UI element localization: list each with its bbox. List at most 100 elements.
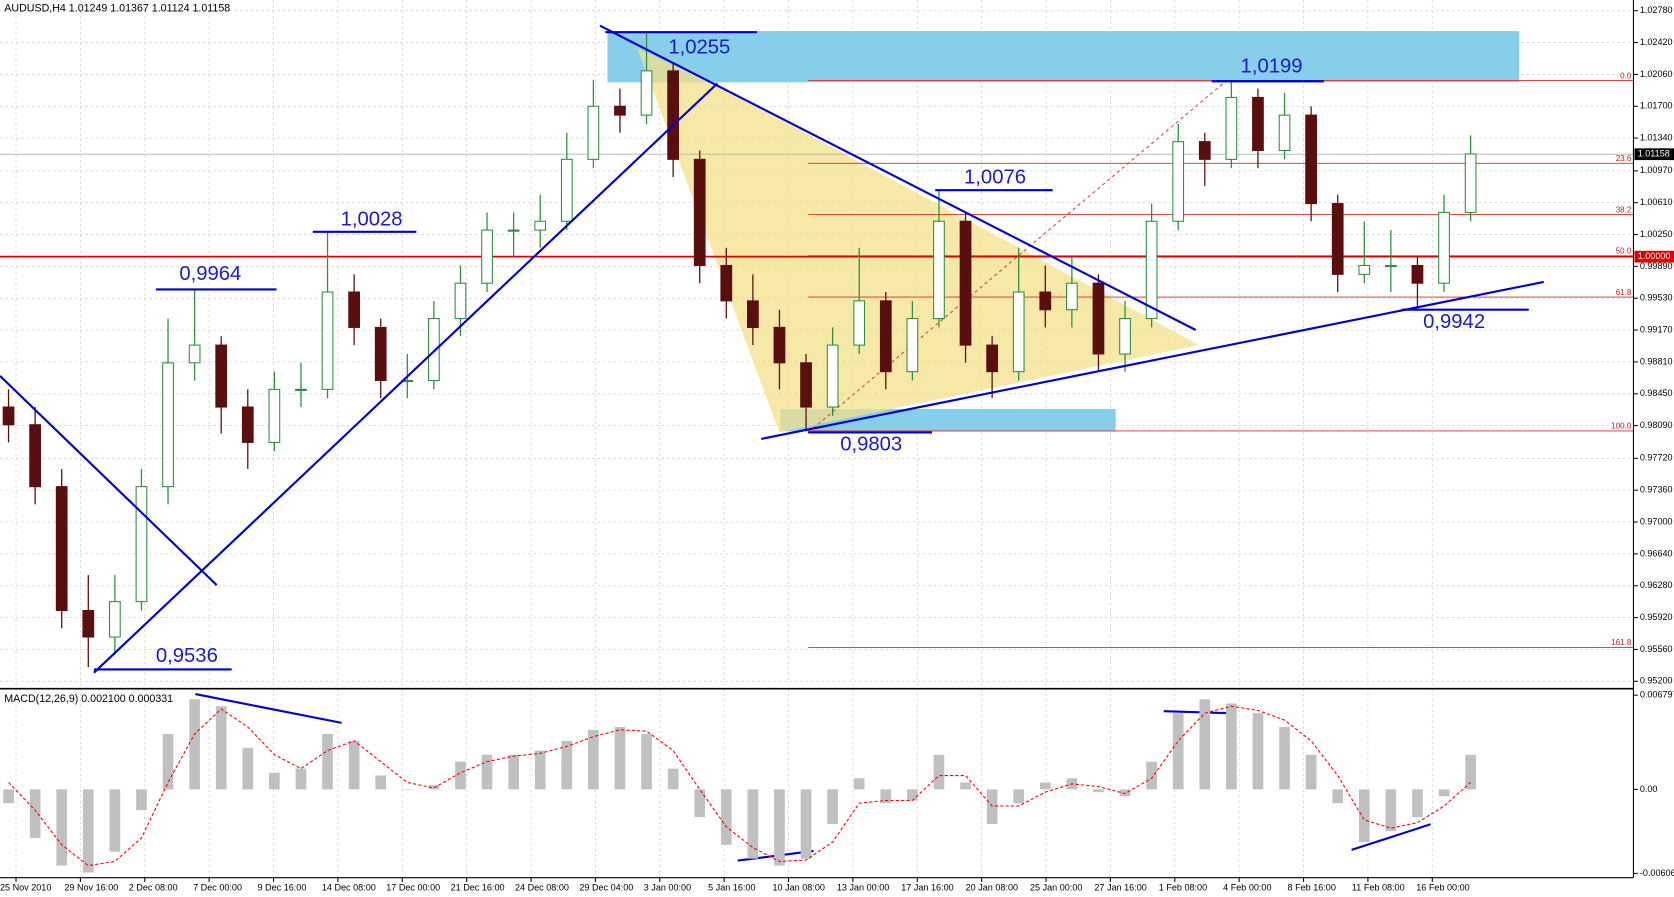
y-tick-label: 0.97360 bbox=[1640, 485, 1673, 495]
candle-body bbox=[162, 362, 174, 488]
x-tick-label: 27 Jan 16:00 bbox=[1094, 883, 1146, 893]
x-tick-label: 4 Feb 00:00 bbox=[1223, 883, 1271, 893]
candle-body bbox=[773, 326, 786, 364]
x-tick-label: 8 Feb 16:00 bbox=[1288, 883, 1336, 893]
candle-body bbox=[720, 264, 733, 302]
candle-body bbox=[1012, 291, 1025, 373]
candle-body bbox=[507, 229, 520, 232]
candle-body bbox=[55, 486, 68, 612]
candle-body bbox=[959, 220, 972, 346]
y-tick-label: 1.02060 bbox=[1640, 69, 1673, 79]
candle-body bbox=[1066, 282, 1078, 311]
macd-bar bbox=[1199, 699, 1211, 790]
candle-body bbox=[879, 300, 892, 373]
candle-body bbox=[933, 220, 945, 320]
macd-bar bbox=[1226, 703, 1237, 790]
y-tick-label: 1.00610 bbox=[1640, 197, 1673, 207]
annotation-label: 1,0028 bbox=[341, 208, 403, 230]
fibonacci: 0.0 23.6 38.2 50.0 61.8 100.0 161.8 bbox=[0, 71, 1634, 648]
macd-bar bbox=[747, 789, 759, 859]
candle-body bbox=[587, 105, 600, 160]
candle-body bbox=[1411, 264, 1424, 284]
macd-bar bbox=[1438, 789, 1450, 797]
fib-label: 61.8 bbox=[1616, 288, 1632, 297]
y-tick-label: 0.95920 bbox=[1640, 612, 1673, 622]
y-tick-label: 0.99170 bbox=[1640, 324, 1673, 334]
y-tick-label: 0.98090 bbox=[1640, 420, 1673, 430]
macd-bar bbox=[215, 706, 227, 790]
macd-tick-label: 0.00 bbox=[1640, 784, 1658, 794]
axes: 1.02780 1.02420 1.02060 1.01700 1.01340 1.009… bbox=[0, 5, 1674, 893]
candle-body bbox=[241, 406, 254, 443]
macd-bar bbox=[1039, 782, 1051, 790]
candle-body bbox=[534, 220, 547, 231]
y-tick-label: 1.01340 bbox=[1640, 132, 1673, 142]
x-tick-label: 11 Feb 08:00 bbox=[1352, 883, 1405, 893]
candle-body bbox=[667, 70, 679, 160]
x-tick-label: 25 Jan 00:00 bbox=[1030, 883, 1082, 893]
y-tick-label: 1.00250 bbox=[1640, 229, 1673, 239]
macd-bar bbox=[561, 740, 573, 790]
macd-bar bbox=[907, 789, 918, 801]
fib-base-line bbox=[807, 81, 1225, 433]
annotation-label: 1,0255 bbox=[668, 37, 730, 59]
divergence-line bbox=[1163, 710, 1234, 715]
x-tick-label: 24 Dec 08:00 bbox=[515, 883, 569, 893]
trend-line bbox=[0, 375, 218, 586]
macd-bar bbox=[269, 772, 280, 790]
candle-body bbox=[1225, 96, 1238, 160]
candle-body bbox=[1039, 291, 1052, 311]
trend-line bbox=[93, 82, 719, 674]
x-tick-label: 10 Jan 08:00 bbox=[773, 883, 825, 893]
annotation-label: 0,9942 bbox=[1423, 311, 1485, 333]
candle-body bbox=[2, 406, 15, 426]
macd-bar bbox=[1332, 789, 1344, 804]
x-tick-label: 20 Jan 08:00 bbox=[966, 883, 1018, 893]
candle-body bbox=[481, 229, 493, 284]
candle-body bbox=[1438, 211, 1450, 284]
x-tick-label: 3 Jan 00:00 bbox=[644, 883, 691, 893]
candle-body bbox=[454, 282, 467, 320]
macd-bar bbox=[880, 789, 892, 804]
macd-bar bbox=[588, 729, 599, 790]
macd-bar bbox=[774, 789, 785, 866]
divergence-line bbox=[195, 693, 342, 724]
candle-body bbox=[693, 158, 706, 267]
divergence-line bbox=[1351, 823, 1431, 851]
macd-signal bbox=[8, 705, 1471, 867]
annotation-label: 1,0076 bbox=[964, 167, 1026, 189]
trend-line bbox=[599, 24, 1197, 331]
chart-title: AUDUSD,H4 1.01249 1.01367 1.01124 1.0115… bbox=[4, 2, 230, 14]
macd-bar bbox=[641, 733, 652, 790]
annotation-label: 0,9964 bbox=[179, 263, 241, 285]
candle-body bbox=[82, 609, 95, 638]
y-tick-label: 0.96640 bbox=[1640, 548, 1673, 558]
macd-bar bbox=[1146, 761, 1157, 790]
y-tick-label: 1.01700 bbox=[1640, 101, 1673, 111]
macd-bar bbox=[853, 778, 865, 790]
candle-body bbox=[747, 300, 759, 328]
macd-bar bbox=[1093, 789, 1104, 793]
macd-bar bbox=[1465, 754, 1476, 790]
annotation-label: 0,9803 bbox=[840, 434, 902, 456]
candle-body bbox=[348, 291, 360, 328]
trend-lines bbox=[0, 24, 1544, 862]
macd-title: MACD(12,26,9) 0.002100 0.000331 bbox=[4, 693, 173, 705]
candle-body bbox=[321, 291, 334, 390]
candle-body bbox=[1252, 96, 1264, 152]
macd-bar bbox=[986, 789, 998, 825]
macd-bar bbox=[162, 733, 174, 790]
macd-bar bbox=[481, 754, 493, 790]
y-tick-label: 0.99530 bbox=[1640, 293, 1673, 303]
candle-body bbox=[109, 601, 121, 638]
macd-bar bbox=[348, 740, 360, 790]
candle-body bbox=[1464, 153, 1477, 213]
candle-body bbox=[1278, 114, 1291, 152]
macd-bar bbox=[3, 789, 14, 804]
candle-body bbox=[215, 344, 228, 408]
candle-body bbox=[1331, 203, 1344, 275]
macd-bar bbox=[1412, 789, 1423, 818]
candle-body bbox=[853, 300, 866, 346]
